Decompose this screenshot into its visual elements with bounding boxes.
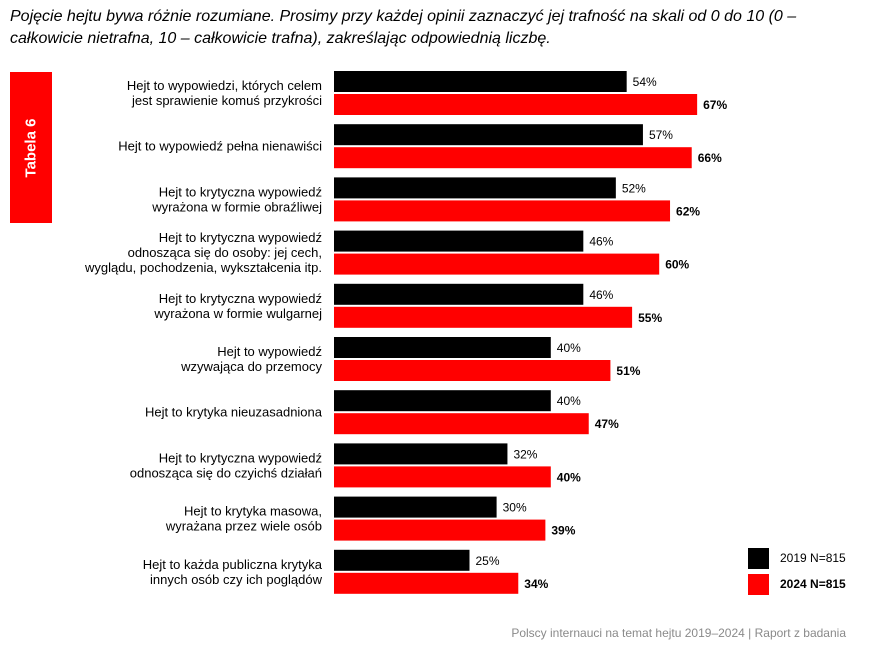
data-label-2024: 60% <box>665 258 689 272</box>
legend-swatch-2024 <box>748 574 769 595</box>
category-label: Hejt to wypowiedź <box>217 344 322 359</box>
category-label: wyglądu, pochodzenia, wykształcenia itp. <box>84 260 322 275</box>
category-label: Hejt to krytyka nieuzasadniona <box>145 405 323 420</box>
bar-2024 <box>334 466 551 488</box>
data-label-2019: 52% <box>622 181 646 195</box>
bar-2019 <box>334 390 551 412</box>
bar-2019 <box>334 337 551 358</box>
category-label: wyrażona w formie obraźliwej <box>151 199 322 214</box>
data-label-2024: 47% <box>595 417 619 431</box>
data-label-2019: 46% <box>589 235 613 249</box>
category-label: wyrażona w formie wulgarnej <box>153 306 322 321</box>
data-label-2024: 39% <box>551 524 575 538</box>
bar-2019 <box>334 71 627 92</box>
data-label-2019: 57% <box>649 128 673 142</box>
bar-2024 <box>334 306 633 328</box>
bar-2019 <box>334 496 497 518</box>
category-label: odnosząca się do osoby: jej cech, <box>128 245 322 260</box>
table-label-tab: Tabela 6 <box>10 72 52 223</box>
question-title: Pojęcie hejtu bywa różnie rozumiane. Pro… <box>10 8 797 47</box>
category-label: Hejt to krytyczna wypowiedź <box>159 450 322 465</box>
data-label-2024: 51% <box>616 364 640 378</box>
bar-2024 <box>334 253 660 275</box>
legend-label-2024: 2024 N=815 <box>780 577 846 591</box>
data-label-2024: 40% <box>557 470 581 484</box>
category-label: Hejt to krytyczna wypowiedź <box>159 291 322 306</box>
data-label-2019: 40% <box>557 341 581 355</box>
bar-2024 <box>334 147 692 169</box>
data-label-2019: 54% <box>633 75 657 89</box>
category-label: Hejt to każda publiczna krytyka <box>143 557 323 572</box>
bar-2019 <box>334 443 508 465</box>
category-label: Hejt to krytyczna wypowiedź <box>159 184 322 199</box>
legend-label-2019: 2019 N=815 <box>780 551 846 565</box>
category-label: wyrażana przez wiele osób <box>165 519 322 534</box>
category-label: Hejt to wypowiedzi, których celem <box>127 78 322 93</box>
data-label-2019: 40% <box>557 394 581 408</box>
category-label: odnosząca się do czyichś działań <box>130 465 322 480</box>
category-label: innych osób czy ich poglądów <box>150 572 323 587</box>
data-label-2019: 30% <box>503 501 527 515</box>
category-label: wzywająca do przemocy <box>180 359 322 374</box>
legend-swatch-2019 <box>748 548 769 569</box>
category-label: Hejt to wypowiedź pełna nienawiści <box>118 139 322 154</box>
footer-source: Polscy internauci na temat hejtu 2019–20… <box>511 626 846 640</box>
bar-2019 <box>334 230 584 252</box>
bar-2024 <box>334 360 611 381</box>
category-label: Hejt to krytyka masowa, <box>184 504 322 519</box>
data-label-2024: 67% <box>703 98 727 112</box>
data-label-2024: 55% <box>638 311 662 325</box>
bar-2019 <box>334 177 616 199</box>
data-label-2019: 32% <box>513 447 537 461</box>
bar-2019 <box>334 124 643 146</box>
category-label: Hejt to krytyczna wypowiedź <box>159 230 322 245</box>
category-label: jest sprawienie komuś przykrości <box>131 93 322 108</box>
bar-2024 <box>334 413 589 435</box>
bar-2019 <box>334 549 470 571</box>
data-label-2024: 34% <box>524 577 548 591</box>
bar-2024 <box>334 94 698 115</box>
bar-2019 <box>334 283 584 305</box>
bar-2024 <box>334 519 546 541</box>
bar-2024 <box>334 572 519 594</box>
data-label-2024: 62% <box>676 204 700 218</box>
data-label-2024: 66% <box>698 151 722 165</box>
bar-2024 <box>334 200 671 222</box>
data-label-2019: 46% <box>589 288 613 302</box>
data-label-2019: 25% <box>476 554 500 568</box>
